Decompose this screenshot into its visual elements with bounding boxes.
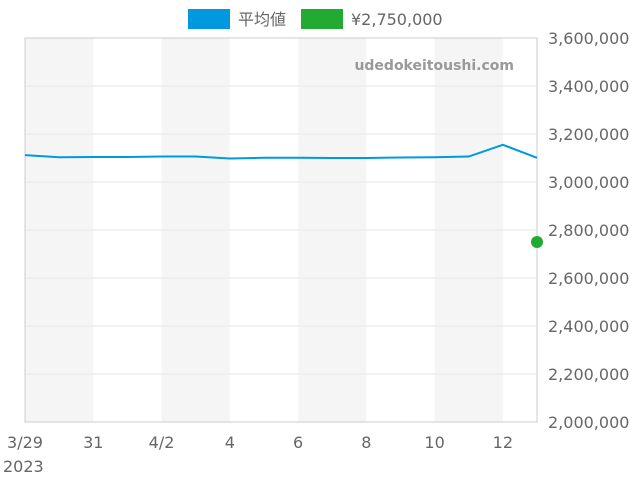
series-layer — [24, 143, 543, 248]
x-axis-tick-labels: 3/29 31 4/2 4 6 8 10 12 — [7, 433, 513, 452]
x-tick-label: 8 — [361, 433, 371, 452]
y-tick-label: 2,400,000 — [548, 317, 629, 336]
plot-border — [24, 37, 538, 423]
x-tick-label: 6 — [293, 433, 303, 452]
y-tick-label: 3,200,000 — [548, 125, 629, 144]
x-tick-label: 4/2 — [149, 433, 175, 452]
y-tick-label: 2,800,000 — [548, 221, 629, 240]
y-tick-label: 2,000,000 — [548, 413, 629, 432]
x-tick-label: 4 — [225, 433, 235, 452]
watermark: udedokeitoushi.com — [354, 58, 514, 74]
y-axis-tick-labels: 2,000,000 2,200,000 2,400,000 2,600,000 2,80… — [548, 29, 629, 432]
data-point-price — [531, 236, 543, 248]
legend-swatch-price[interactable] — [301, 9, 343, 29]
x-tick-label: 12 — [493, 433, 513, 452]
y-tick-label: 3,600,000 — [548, 29, 629, 48]
y-tick-label: 3,000,000 — [548, 173, 629, 192]
x-tick-label: 31 — [83, 433, 103, 452]
legend: 平均値 ¥2,750,000 — [188, 9, 443, 29]
x-tick-label: 3/29 — [7, 433, 43, 452]
y-tick-label: 3,400,000 — [548, 77, 629, 96]
x-axis-year-label: 2023 — [3, 457, 44, 476]
legend-label-price[interactable]: ¥2,750,000 — [351, 10, 443, 29]
series-line-average — [24, 143, 538, 160]
x-tick-label: 10 — [424, 433, 444, 452]
y-tick-label: 2,600,000 — [548, 269, 629, 288]
legend-label-average[interactable]: 平均値 — [238, 10, 286, 29]
legend-swatch-average[interactable] — [188, 9, 230, 29]
y-tick-label: 2,200,000 — [548, 365, 629, 384]
